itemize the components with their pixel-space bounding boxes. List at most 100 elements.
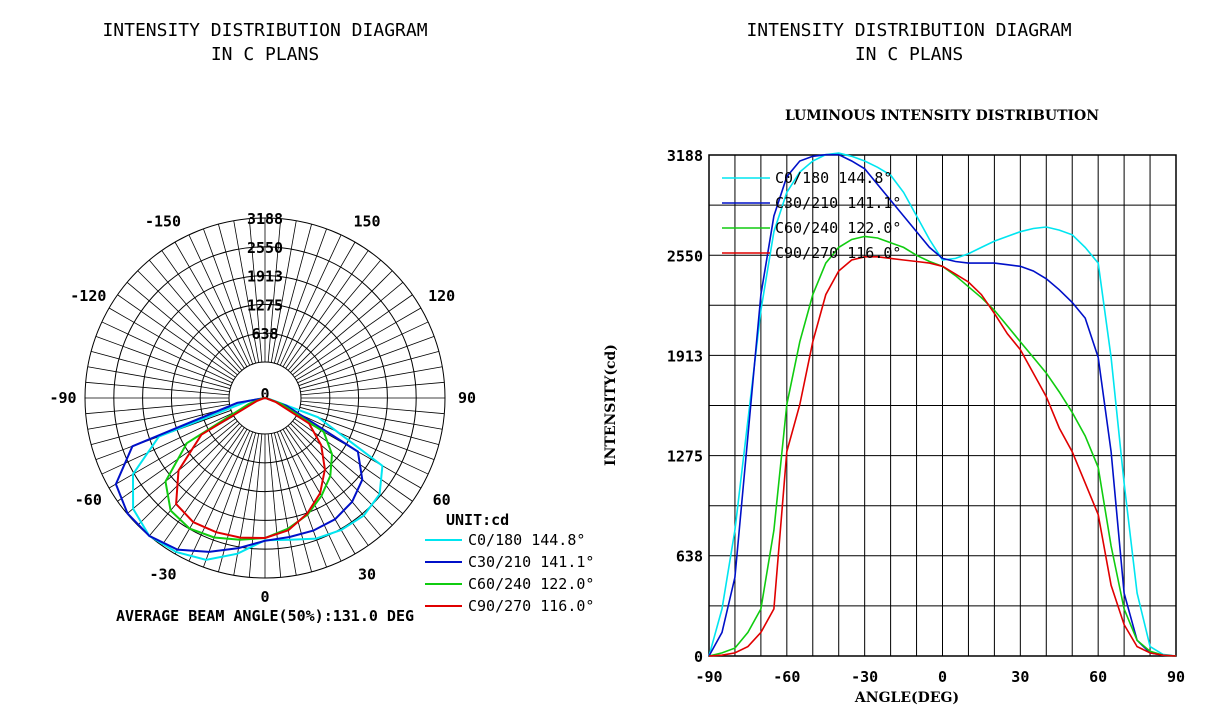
spoke bbox=[292, 281, 404, 376]
legend-label: C30/210 141.1° bbox=[775, 194, 901, 212]
spoke bbox=[287, 425, 382, 537]
line-series-3 bbox=[708, 256, 1177, 657]
spoke bbox=[233, 220, 260, 363]
spoke bbox=[300, 403, 443, 430]
legend-label: C60/240 122.0° bbox=[775, 219, 901, 237]
unit-label: UNIT:cd bbox=[446, 511, 509, 529]
spoke bbox=[300, 381, 445, 396]
right-title-line-2: IN C PLANS bbox=[855, 44, 963, 65]
spoke bbox=[137, 270, 240, 373]
legend-label: C60/240 122.0° bbox=[468, 575, 594, 593]
spoke bbox=[218, 432, 257, 572]
spoke bbox=[87, 366, 230, 393]
angle-label: 150 bbox=[353, 212, 380, 230]
y-tick-label: 638 bbox=[676, 548, 703, 566]
spoke bbox=[126, 281, 238, 376]
right-title-line-1: INTENSITY DISTRIBUTION DIAGRAM bbox=[746, 20, 1071, 41]
line-series-1 bbox=[708, 153, 1177, 657]
radial-tick-label: 2550 bbox=[247, 239, 283, 257]
spoke bbox=[273, 432, 312, 572]
spoke bbox=[295, 307, 422, 381]
spoke bbox=[108, 307, 235, 381]
spoke bbox=[148, 259, 243, 371]
spoke bbox=[188, 234, 251, 366]
spoke bbox=[299, 351, 439, 390]
line-series-0 bbox=[708, 152, 1177, 657]
spoke bbox=[300, 366, 443, 393]
spoke bbox=[91, 406, 231, 445]
angle-label: -90 bbox=[49, 389, 76, 407]
polar-series-1 bbox=[114, 397, 364, 553]
spoke bbox=[299, 406, 439, 445]
legend-label: C30/210 141.1° bbox=[468, 553, 594, 571]
spoke bbox=[298, 336, 435, 387]
spoke bbox=[248, 433, 263, 578]
spoke bbox=[279, 234, 342, 366]
spoke bbox=[297, 321, 429, 384]
radial-tick-label: 638 bbox=[251, 325, 278, 343]
spoke bbox=[294, 294, 413, 378]
y-tick-label: 1913 bbox=[667, 347, 703, 365]
spoke bbox=[282, 241, 356, 368]
spoke bbox=[282, 428, 356, 555]
spoke bbox=[85, 400, 230, 415]
spoke bbox=[290, 270, 393, 373]
angle-label: -30 bbox=[149, 566, 176, 584]
x-tick-label: -60 bbox=[773, 668, 800, 686]
legend-label: C90/270 116.0° bbox=[468, 597, 594, 615]
spoke bbox=[161, 250, 245, 369]
spoke bbox=[270, 433, 297, 576]
radial-tick-label: 1913 bbox=[247, 268, 283, 286]
y-tick-label: 3188 bbox=[667, 147, 703, 165]
spoke bbox=[298, 409, 435, 460]
spoke bbox=[267, 433, 282, 578]
angle-label: -120 bbox=[70, 287, 106, 305]
x-axis-label: ANGLE(DEG) bbox=[854, 690, 959, 706]
spoke bbox=[279, 430, 342, 562]
angle-label: 60 bbox=[433, 491, 451, 509]
x-tick-label: 90 bbox=[1167, 668, 1185, 686]
spoke bbox=[218, 224, 257, 364]
x-tick-label: -90 bbox=[695, 668, 722, 686]
spoke bbox=[203, 431, 254, 568]
legend-label: C0/180 144.8° bbox=[468, 531, 585, 549]
legend-label: C0/180 144.8° bbox=[775, 169, 892, 187]
spoke bbox=[273, 224, 312, 364]
x-tick-label: 0 bbox=[938, 668, 947, 686]
spoke bbox=[174, 241, 248, 368]
y-tick-label: 0 bbox=[694, 648, 703, 666]
spoke bbox=[203, 228, 254, 365]
spoke bbox=[137, 423, 240, 526]
radial-tick-label: 1275 bbox=[247, 296, 283, 314]
spoke bbox=[87, 403, 230, 430]
polar-chart: 638 1275 1913 2550 3188 0 0 30 60 90 120 150 -150 -12… bbox=[49, 210, 594, 625]
plot-frame bbox=[708, 154, 1177, 657]
spoke bbox=[85, 381, 230, 396]
angle-label: 0 bbox=[260, 588, 269, 606]
left-title-line-2: IN C PLANS bbox=[211, 44, 319, 65]
spoke bbox=[287, 259, 382, 371]
angle-label: 30 bbox=[358, 566, 376, 584]
polar-series-3 bbox=[175, 397, 326, 540]
spoke bbox=[188, 430, 251, 562]
spoke bbox=[285, 250, 369, 369]
x-tick-label: 30 bbox=[1011, 668, 1029, 686]
spoke bbox=[95, 336, 232, 387]
cartesian-title: LUMINOUS INTENSITY DISTRIBUTION bbox=[785, 108, 1099, 124]
spoke bbox=[148, 425, 243, 537]
y-tick-label: 1275 bbox=[667, 448, 703, 466]
angle-label: 120 bbox=[428, 287, 455, 305]
spoke bbox=[101, 412, 233, 475]
spoke bbox=[297, 412, 429, 475]
spoke bbox=[276, 228, 327, 365]
spoke bbox=[126, 420, 238, 515]
spoke bbox=[161, 427, 245, 546]
beam-angle-text: AVERAGE BEAM ANGLE(50%):131.0 DEG bbox=[116, 607, 414, 625]
spoke bbox=[91, 351, 231, 390]
angle-label: -150 bbox=[145, 212, 181, 230]
legend-label: C90/270 116.0° bbox=[775, 244, 901, 262]
spoke bbox=[292, 420, 404, 515]
spoke bbox=[117, 294, 236, 378]
spoke bbox=[174, 428, 248, 555]
spoke bbox=[267, 218, 282, 363]
